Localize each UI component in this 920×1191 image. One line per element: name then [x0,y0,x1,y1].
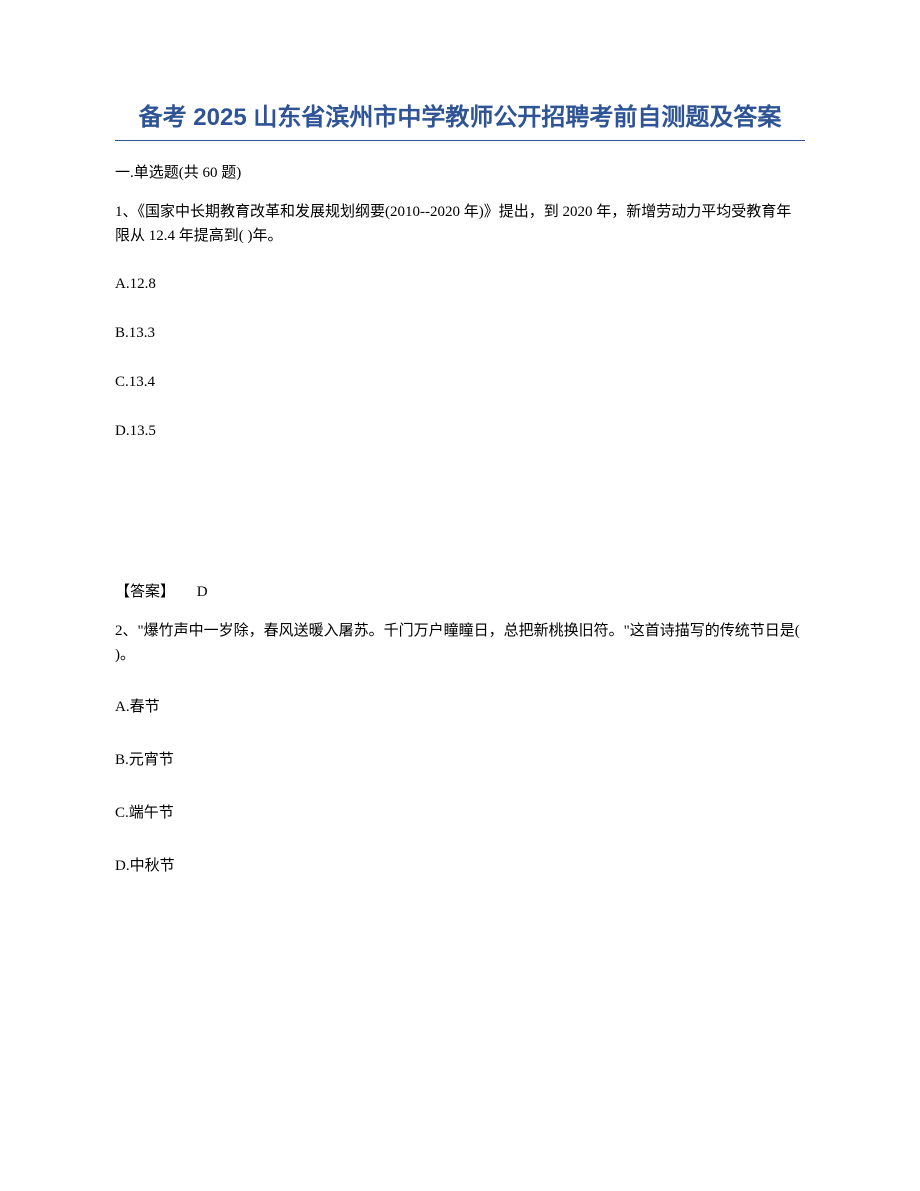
question-2-text: 2、"爆竹声中一岁除，春风送暖入屠苏。千门万户瞳瞳日，总把新桃换旧符。"这首诗描… [115,619,805,667]
document-title: 备考 2025 山东省滨州市中学教师公开招聘考前自测题及答案 [115,100,805,136]
question-1-option-a: A.12.8 [115,276,805,293]
question-1-option-b: B.13.3 [115,325,805,342]
question-1-option-c: C.13.4 [115,374,805,391]
question-1-text: 1、《国家中长期教育改革和发展规划纲要(2010--2020 年)》提出，到 2… [115,200,805,248]
question-2-option-d: D.中秋节 [115,854,805,875]
question-2-option-a: A.春节 [115,695,805,716]
section-header: 一.单选题(共 60 题) [115,161,805,182]
question-1-option-d: D.13.5 [115,423,805,440]
title-underline [115,140,805,141]
answer-value: D [197,584,208,600]
answer-label: 【答案】 [115,584,175,600]
question-2-option-b: B.元宵节 [115,748,805,769]
question-2-option-c: C.端午节 [115,801,805,822]
question-1-answer: 【答案】 D [115,580,805,601]
